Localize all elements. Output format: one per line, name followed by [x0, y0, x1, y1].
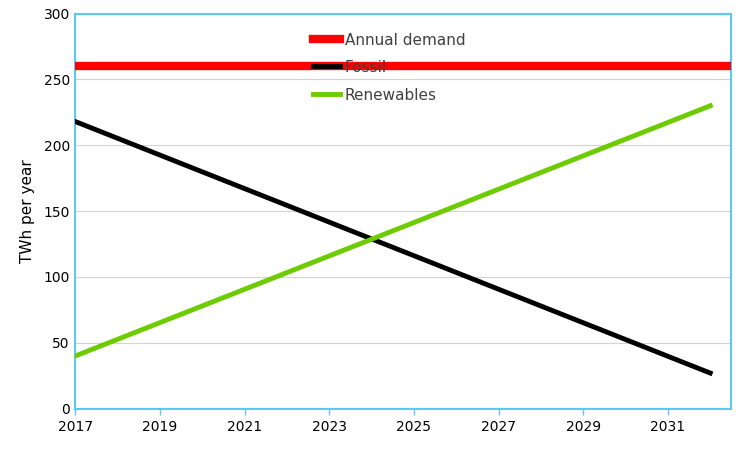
- Legend: Annual demand, Fossil, Renewables: Annual demand, Fossil, Renewables: [313, 33, 465, 103]
- Y-axis label: TWh per year: TWh per year: [20, 159, 35, 263]
